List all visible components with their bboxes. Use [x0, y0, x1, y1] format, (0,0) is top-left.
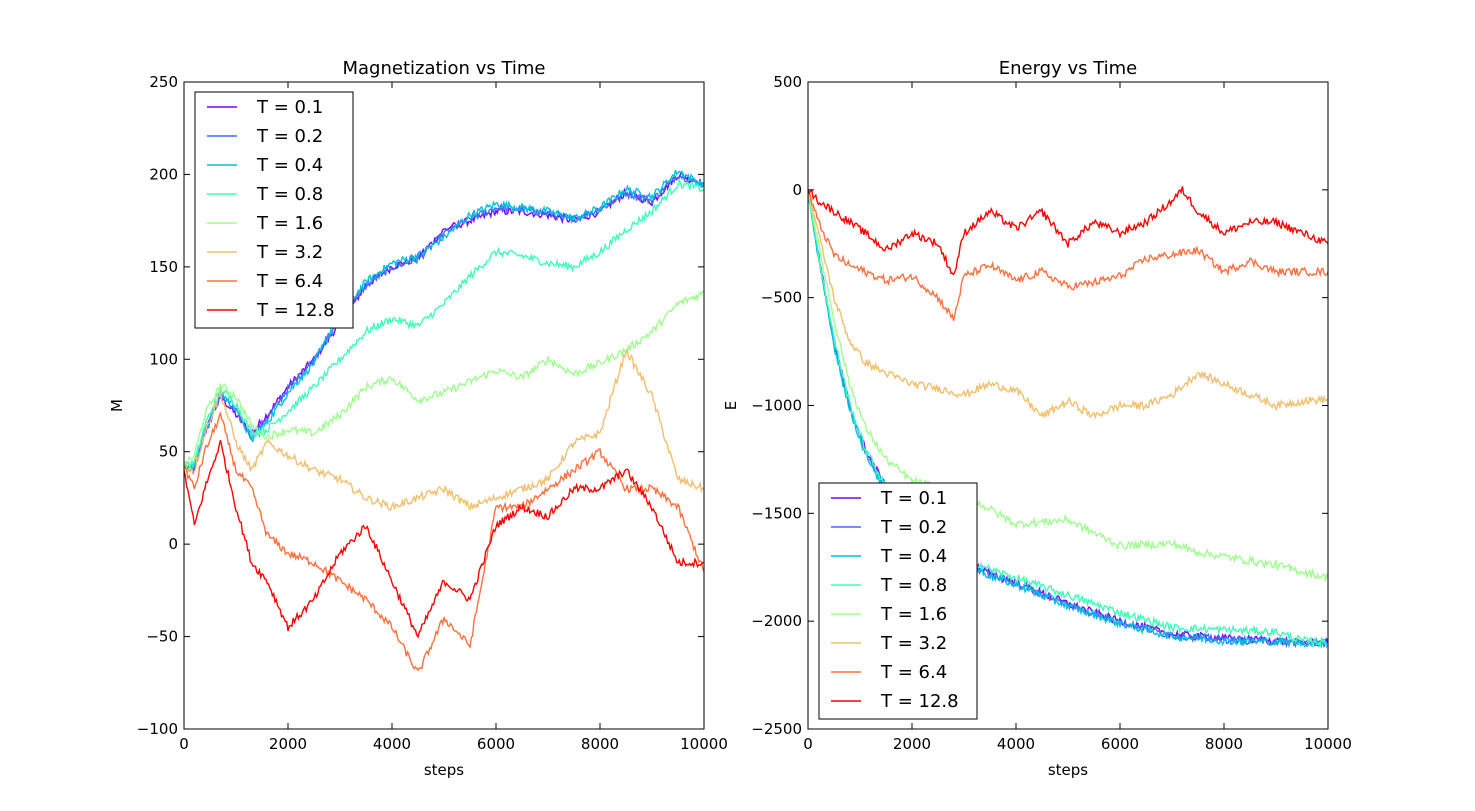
y-tick-label: 500 — [773, 73, 802, 91]
series-group — [808, 186, 1328, 649]
y-tick-label: 0 — [792, 181, 802, 199]
x-tick-label: 2000 — [269, 735, 307, 753]
chart-title: Energy vs Time — [999, 58, 1138, 79]
series-line-t-12-8 — [808, 186, 1328, 276]
x-tick-label: 8000 — [581, 735, 619, 753]
energy-panel: 0 2000 4000 6000 8000 10000 −2500 −2000 −1500 −10… — [722, 58, 1352, 779]
legend-box — [818, 482, 978, 720]
y-tick-label: 150 — [149, 258, 178, 276]
x-axis-label: steps — [424, 761, 464, 779]
x-tick-label: 6000 — [1101, 735, 1139, 753]
y-axis-label: M — [108, 399, 126, 412]
y-tick-label: −2500 — [751, 720, 802, 738]
legend-entry: T = 12.8 — [880, 691, 959, 712]
legend: T = 0.1 T = 0.2 T = 0.4 T = 0.8 T = 1.6 T = 3… — [194, 91, 354, 329]
legend-entry: T = 0.8 — [880, 575, 947, 596]
y-tick-label: 250 — [149, 73, 178, 91]
y-tick-label: 0 — [168, 535, 178, 553]
series-line-t-0-8 — [184, 178, 704, 471]
x-tick-label: 0 — [179, 735, 189, 753]
legend-entry: T = 3.2 — [880, 633, 947, 654]
x-tick-label: 2000 — [893, 735, 931, 753]
legend-box — [194, 91, 354, 329]
legend-entry: T = 0.8 — [256, 184, 323, 205]
x-tick-label: 10000 — [680, 735, 728, 753]
chart-title: Magnetization vs Time — [342, 58, 545, 79]
x-tick-label: 10000 — [1304, 735, 1352, 753]
series-line-t-0-4 — [184, 169, 704, 471]
y-tick-label: −500 — [761, 289, 802, 307]
legend-entry: T = 0.1 — [256, 97, 323, 118]
legend-entry: T = 3.2 — [256, 242, 323, 263]
y-tick-label: 50 — [159, 443, 178, 461]
series-line-t-1-6 — [808, 189, 1328, 582]
y-tick-label: 200 — [149, 165, 178, 183]
x-tick-label: 4000 — [997, 735, 1035, 753]
magnetization-panel: 0 2000 4000 6000 8000 10000 −100 −50 0 50 100 150 20… — [108, 58, 728, 779]
series-line-t-12-8 — [184, 440, 704, 639]
axes-frame — [183, 81, 705, 730]
series-line-t-3-2 — [184, 349, 704, 512]
legend-entry: T = 6.4 — [256, 271, 323, 292]
legend-entry: T = 0.2 — [256, 126, 323, 147]
legend-entry: T = 12.8 — [256, 300, 335, 321]
legend-entry: T = 1.6 — [256, 213, 323, 234]
legend-entry: T = 1.6 — [880, 604, 947, 625]
y-tick-label: −1000 — [751, 397, 802, 415]
y-axis-label: E — [722, 401, 740, 410]
legend-entry: T = 0.2 — [880, 517, 947, 538]
legend-entry: T = 6.4 — [880, 662, 947, 683]
x-tick-label: 6000 — [477, 735, 515, 753]
legend-entry: T = 0.4 — [256, 155, 323, 176]
x-tick-label: 0 — [803, 735, 813, 753]
y-tick-label: −100 — [137, 720, 178, 738]
series-line-t-3-2 — [808, 189, 1328, 420]
series-line-t-1-6 — [184, 290, 704, 467]
x-tick-label: 8000 — [1205, 735, 1243, 753]
y-tick-label: −50 — [146, 628, 178, 646]
y-tick-label: 100 — [149, 350, 178, 368]
x-tick-label: 4000 — [373, 735, 411, 753]
legend-entry: T = 0.1 — [880, 488, 947, 509]
legend-entry: T = 0.4 — [880, 546, 947, 567]
y-tick-label: −2000 — [751, 612, 802, 630]
x-axis-label: steps — [1048, 761, 1088, 779]
series-group — [184, 169, 704, 672]
y-tick-label: −1500 — [751, 504, 802, 522]
series-line-t-6-4 — [808, 189, 1328, 321]
legend: T = 0.1 T = 0.2 T = 0.4 T = 0.8 T = 1.6 T = 3… — [818, 482, 978, 720]
